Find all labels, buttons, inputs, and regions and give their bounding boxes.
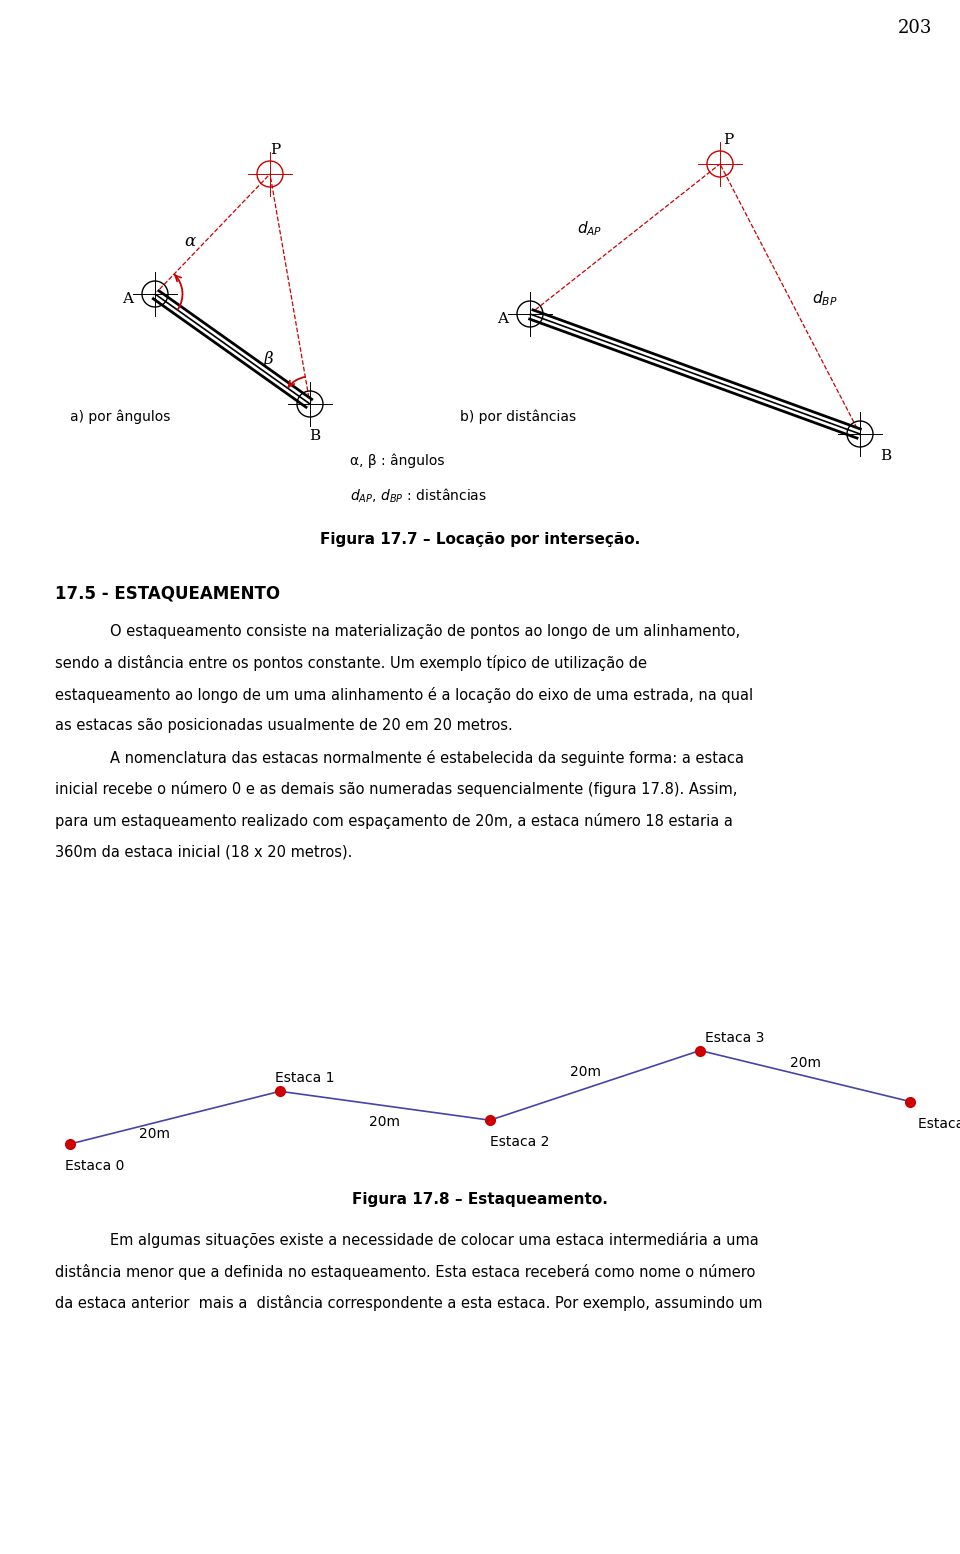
Text: B: B	[880, 449, 891, 463]
Text: Estaca 1: Estaca 1	[275, 1071, 334, 1085]
Text: A: A	[122, 292, 133, 306]
Text: 20m: 20m	[789, 1057, 821, 1071]
Text: B: B	[309, 429, 321, 443]
Text: Estaca 4: Estaca 4	[918, 1116, 960, 1130]
Text: estaqueamento ao longo de um uma alinhamento é a locação do eixo de uma estrada,: estaqueamento ao longo de um uma alinham…	[55, 687, 754, 702]
Text: sendo a distância entre os pontos constante. Um exemplo típico de utilização de: sendo a distância entre os pontos consta…	[55, 656, 647, 671]
Text: P: P	[723, 134, 733, 148]
Text: 360m da estaca inicial (18 x 20 metros).: 360m da estaca inicial (18 x 20 metros).	[55, 844, 352, 859]
Text: β: β	[263, 351, 273, 367]
Text: O estaqueamento consiste na materialização de pontos ao longo de um alinhamento,: O estaqueamento consiste na materializaç…	[110, 625, 740, 639]
Text: 20m: 20m	[569, 1066, 601, 1080]
Text: P: P	[270, 143, 280, 157]
Text: Figura 17.8 – Estaqueamento.: Figura 17.8 – Estaqueamento.	[352, 1192, 608, 1207]
Text: da estaca anterior  mais a  distância correspondente a esta estaca. Por exemplo,: da estaca anterior mais a distância corr…	[55, 1294, 762, 1312]
Text: $d_{BP}$: $d_{BP}$	[812, 289, 838, 308]
Text: 20m: 20m	[370, 1114, 400, 1128]
Text: b) por distâncias: b) por distâncias	[460, 409, 576, 424]
Text: inicial recebe o número 0 e as demais são numeradas sequencialmente (figura 17.8: inicial recebe o número 0 e as demais sã…	[55, 782, 737, 797]
Text: Estaca 0: Estaca 0	[65, 1159, 125, 1173]
Text: 20m: 20m	[139, 1127, 171, 1141]
Text: Estaca 2: Estaca 2	[490, 1136, 549, 1150]
Text: as estacas são posicionadas usualmente de 20 em 20 metros.: as estacas são posicionadas usualmente d…	[55, 718, 513, 733]
Text: Figura 17.7 – Locação por interseção.: Figura 17.7 – Locação por interseção.	[320, 531, 640, 547]
Text: Estaca 3: Estaca 3	[705, 1030, 764, 1044]
Text: $d_{AP}$, $d_{BP}$ : distâncias: $d_{AP}$, $d_{BP}$ : distâncias	[350, 486, 487, 505]
Text: para um estaqueamento realizado com espaçamento de 20m, a estaca número 18 estar: para um estaqueamento realizado com espa…	[55, 813, 732, 828]
Text: distância menor que a definida no estaqueamento. Esta estaca receberá como nome : distância menor que a definida no estaqu…	[55, 1263, 756, 1279]
Text: A nomenclatura das estacas normalmente é estabelecida da seguinte forma: a estac: A nomenclatura das estacas normalmente é…	[110, 751, 744, 766]
Text: $d_{AP}$: $d_{AP}$	[577, 219, 603, 238]
Text: α, β : ângulos: α, β : ângulos	[350, 454, 444, 468]
Text: 203: 203	[898, 19, 932, 37]
Text: Em algumas situações existe a necessidade de colocar uma estaca intermediária a : Em algumas situações existe a necessidad…	[110, 1232, 758, 1248]
Text: a) por ângulos: a) por ângulos	[70, 409, 170, 424]
Text: 17.5 - ESTAQUEAMENTO: 17.5 - ESTAQUEAMENTO	[55, 584, 280, 601]
Text: α: α	[184, 233, 196, 250]
Text: A: A	[497, 312, 508, 326]
